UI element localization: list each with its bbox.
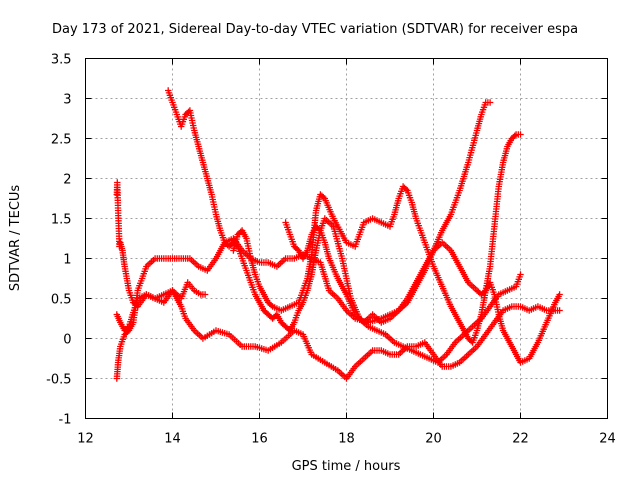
y-tick-label: 1 [63,253,71,268]
x-tick-label: 14 [164,432,181,447]
axis-ticks [85,58,608,419]
y-tick-label: 1.5 [51,213,72,228]
series-markers [165,87,524,366]
x-tick-label: 16 [251,432,268,447]
y-tick-label: 0 [63,333,71,348]
x-axis-label: GPS time / hours [292,459,401,474]
y-tick-label: -1 [59,413,72,428]
series-markers [282,131,524,326]
y-tick-label: 3.5 [51,53,72,68]
x-tick-label: 22 [512,432,529,447]
data-series [282,131,524,326]
x-tick-label: 18 [338,432,355,447]
y-tick-label: -0.5 [46,373,71,388]
data-series [165,87,524,366]
y-tick-label: 3 [63,93,71,108]
series-layer [113,87,563,382]
y-tick-label: 2.5 [51,133,72,148]
chart-title: Day 173 of 2021, Sidereal Day-to-day VTE… [52,22,578,37]
y-tick-label: 0.5 [51,293,72,308]
x-tick-label: 20 [425,432,442,447]
y-tick-label: 2 [63,173,71,188]
x-tick-label: 24 [599,432,616,447]
data-series [113,179,209,310]
x-tick-label: 12 [77,432,94,447]
tick-labels: 12 14 16 18 20 22 24 3.5 3 2.5 2 1.5 1 0.5 0 -0.5 -1 [46,53,616,447]
series-markers [113,179,209,310]
y-axis-label: SDTVAR / TECUs [8,185,23,292]
